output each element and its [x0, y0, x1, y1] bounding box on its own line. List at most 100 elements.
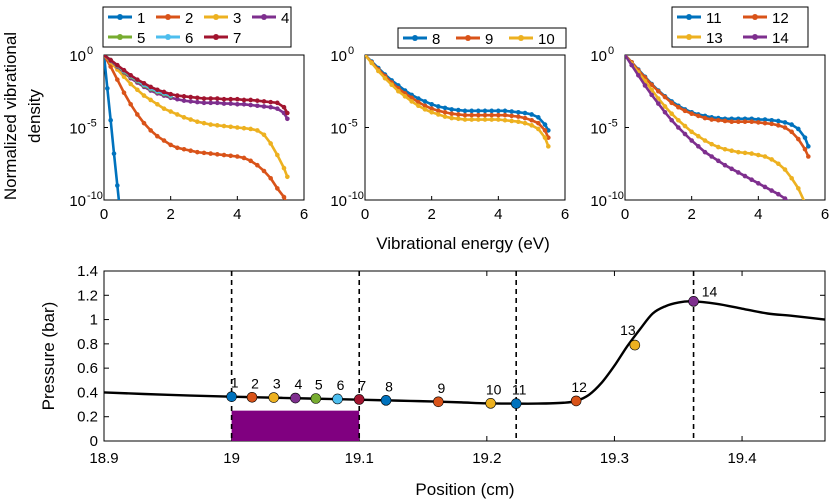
data-point — [255, 128, 260, 133]
legend-label-14: 14 — [772, 30, 789, 47]
data-point — [108, 64, 113, 69]
data-point — [509, 109, 514, 114]
pressure-point-6 — [332, 393, 343, 405]
legend-marker — [117, 14, 123, 20]
data-point — [769, 157, 774, 162]
data-point — [442, 105, 448, 111]
data-point — [682, 108, 688, 114]
data-point — [509, 118, 514, 124]
pressure-point-label: 10 — [486, 381, 502, 397]
series-line-4 — [104, 55, 289, 120]
data-point — [128, 73, 133, 78]
y-tick-label: 1.4 — [77, 263, 98, 280]
pressure-point-label: 3 — [273, 376, 281, 392]
y-tick-label: 10 — [590, 121, 607, 138]
data-point — [111, 151, 117, 156]
data-point — [188, 148, 193, 153]
legend-marker — [261, 14, 267, 20]
data-point — [729, 119, 734, 124]
data-point — [742, 173, 748, 179]
pressure-point-label: 8 — [385, 378, 393, 394]
data-point — [656, 88, 661, 94]
data-point — [429, 106, 434, 111]
series-line-1 — [104, 55, 121, 200]
data-point — [221, 96, 227, 102]
data-point — [115, 183, 120, 188]
data-point — [522, 120, 528, 126]
pressure-point-3 — [268, 392, 280, 403]
data-point — [496, 108, 501, 114]
data-point — [669, 111, 674, 117]
data-point — [155, 133, 160, 139]
data-point — [629, 62, 634, 68]
data-point — [148, 128, 153, 133]
data-point — [215, 100, 220, 106]
data-point — [546, 135, 551, 140]
data-point — [546, 144, 551, 149]
data-point — [141, 120, 147, 126]
data-point — [201, 120, 207, 126]
data-point — [669, 100, 674, 106]
data-point — [235, 125, 240, 130]
legend-label-6: 6 — [185, 30, 193, 47]
data-point — [762, 117, 768, 122]
data-point — [762, 154, 768, 159]
data-point — [529, 117, 534, 123]
y-tick-label: 1 — [90, 312, 98, 329]
data-point — [482, 108, 488, 114]
top-ylabel-line2: density — [25, 89, 44, 143]
data-point — [802, 146, 808, 152]
axes-box — [103, 270, 826, 442]
series-line-12 — [625, 55, 810, 158]
data-point — [261, 132, 267, 138]
data-point — [449, 111, 454, 117]
data-point — [389, 82, 394, 88]
data-point — [148, 97, 153, 103]
data-point — [476, 112, 481, 118]
data-point — [649, 92, 654, 98]
data-point — [529, 112, 534, 117]
data-point — [195, 149, 200, 155]
data-point — [201, 96, 207, 101]
data-point — [636, 73, 641, 78]
data-point — [656, 96, 661, 101]
data-point — [248, 97, 253, 103]
data-point — [168, 142, 173, 148]
data-point — [789, 175, 794, 181]
data-point — [749, 119, 754, 124]
data-point — [248, 158, 253, 164]
pressure-point-label: 9 — [437, 380, 445, 396]
data-point — [255, 103, 260, 109]
data-point — [148, 84, 153, 90]
data-point — [709, 117, 714, 122]
data-point — [369, 60, 374, 66]
pressure-point-13 — [629, 339, 641, 351]
data-point — [696, 133, 701, 139]
x-tick-label: 6 — [561, 206, 569, 223]
data-point — [522, 115, 528, 121]
data-point — [682, 131, 688, 137]
data-point — [536, 126, 541, 132]
data-point — [268, 175, 273, 181]
data-point — [181, 94, 187, 99]
data-point — [502, 117, 508, 123]
data-point — [769, 121, 774, 127]
x-tick-label: 4 — [754, 206, 762, 223]
data-point — [241, 155, 247, 161]
y-tick-label: 10 — [69, 121, 86, 138]
legend-label-7: 7 — [233, 30, 241, 47]
legend-label-11: 11 — [706, 10, 722, 27]
data-point — [642, 83, 648, 88]
x-tick-label: 0 — [621, 206, 629, 223]
data-point — [716, 158, 721, 164]
data-point — [121, 67, 127, 73]
data-point — [118, 215, 123, 220]
data-point — [776, 161, 781, 167]
y-tick-label: 0.4 — [77, 384, 98, 401]
data-point — [496, 117, 501, 122]
data-point — [208, 100, 213, 106]
data-point — [762, 184, 768, 190]
series-line-10 — [365, 55, 550, 147]
